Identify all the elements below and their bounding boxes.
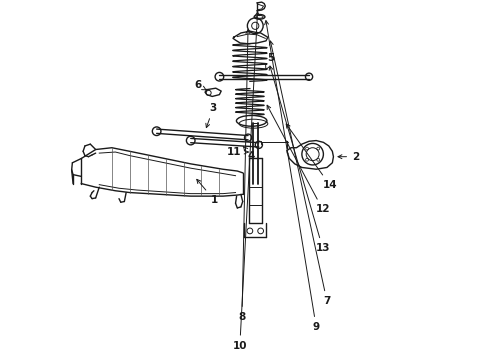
Text: 5: 5 xyxy=(265,53,274,69)
Text: 13: 13 xyxy=(268,66,329,253)
Text: 14: 14 xyxy=(285,124,336,190)
Text: 10: 10 xyxy=(232,12,259,351)
Text: 2: 2 xyxy=(337,152,359,162)
Text: 1: 1 xyxy=(196,179,217,205)
Text: 7: 7 xyxy=(269,41,330,306)
Text: 4: 4 xyxy=(243,147,255,161)
Text: 9: 9 xyxy=(264,21,319,332)
Text: 12: 12 xyxy=(266,105,329,215)
Text: 6: 6 xyxy=(194,80,206,90)
Text: 3: 3 xyxy=(205,103,217,127)
Text: 8: 8 xyxy=(238,30,249,322)
Text: 11: 11 xyxy=(227,147,247,157)
